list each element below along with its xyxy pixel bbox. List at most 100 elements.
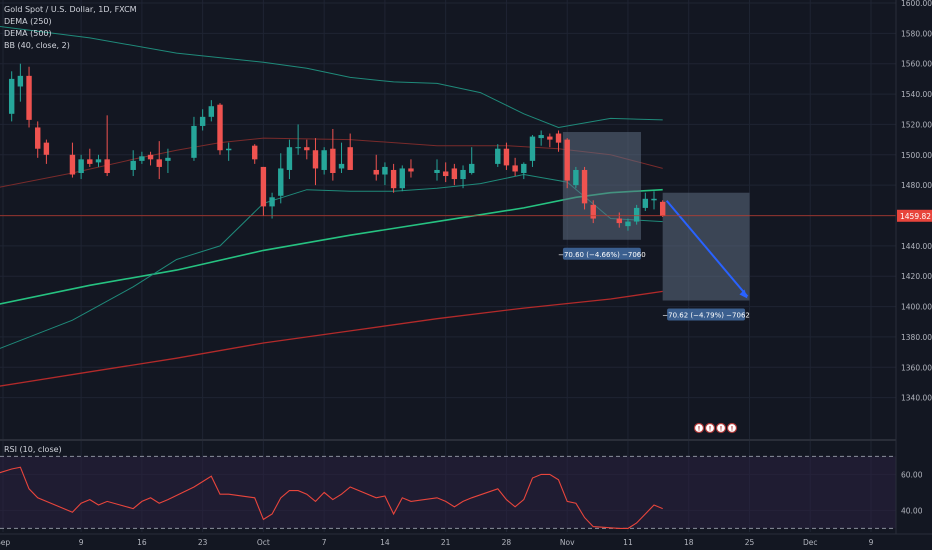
event-marker-label: ! <box>720 426 723 433</box>
price-tick-label: 1600.00 <box>901 0 932 8</box>
candle-body <box>225 148 232 151</box>
candle-body <box>295 147 301 149</box>
price-tick-label: 1440.00 <box>901 242 932 251</box>
time-tick-label: 9 <box>869 538 874 547</box>
indicator-dema-500[interactable]: DEMA (500) <box>4 29 52 38</box>
line-bb_lower <box>0 173 663 349</box>
measurement-arrow <box>665 200 749 298</box>
candle-body <box>451 168 458 180</box>
candle-body <box>512 165 518 172</box>
candle-body <box>521 163 527 173</box>
candle-body <box>633 207 640 222</box>
candle-body <box>659 201 666 216</box>
price-tick-label: 1560.00 <box>901 60 932 69</box>
time-tick-label: 11 <box>623 538 633 547</box>
time-axis-panel <box>0 534 932 550</box>
candle-body <box>547 136 553 140</box>
price-tick-label: 1500.00 <box>901 151 932 160</box>
indicator-bb[interactable]: BB (40, close, 2) <box>4 41 70 50</box>
line-dema500 <box>0 290 663 387</box>
time-tick-label: 23 <box>198 538 208 547</box>
event-marker-label: ! <box>698 426 701 433</box>
time-tick-label: 28 <box>502 538 512 547</box>
candle-body <box>269 197 275 207</box>
candle-body <box>35 127 41 149</box>
candles <box>8 63 666 231</box>
measurement-labels[interactable]: −70.60 (−4.66%) −7060 −70.62 (−4.79%) −70… <box>558 247 750 321</box>
candle-body <box>321 150 327 170</box>
candle-body <box>642 198 649 208</box>
candle-body <box>69 154 76 175</box>
candle-body <box>442 171 449 177</box>
candle-body <box>555 133 562 143</box>
measurement-label-bg-1 <box>562 247 641 260</box>
candle-body <box>651 198 657 201</box>
price-tick-label: 1420.00 <box>901 272 932 281</box>
candle-body <box>408 168 414 172</box>
rsi-tick-label: 40.00 <box>901 506 923 515</box>
time-tick-label: 9 <box>79 538 84 547</box>
candle-body <box>564 139 570 181</box>
candle-body <box>373 169 379 175</box>
candle-body <box>8 78 15 114</box>
price-tick-label: 1380.00 <box>901 333 932 342</box>
price-tick-label: 1540.00 <box>901 90 932 99</box>
time-tick-label: Dec <box>803 538 818 547</box>
candle-body <box>625 221 631 227</box>
rsi-line <box>0 466 663 529</box>
last-price-label: 1459.82 <box>900 212 931 221</box>
candle-body <box>347 147 353 170</box>
price-tick-label: 1580.00 <box>901 29 932 38</box>
time-tick-label: 14 <box>380 538 390 547</box>
indicator-dema-250[interactable]: DEMA (250) <box>4 17 52 26</box>
measurement-boxes[interactable] <box>562 132 750 301</box>
candle-body <box>503 148 510 166</box>
candle-body <box>590 204 596 219</box>
rsi-tick-label: 60.00 <box>901 470 923 479</box>
rsi-label: RSI (10, close) <box>4 445 62 454</box>
candle-body <box>252 145 258 160</box>
candle-body <box>199 116 206 126</box>
candle-body <box>460 169 466 180</box>
time-tick-label: 25 <box>745 538 755 547</box>
candle-body <box>104 159 110 173</box>
measurement-label-1: −70.60 (−4.66%) −7060 <box>558 251 646 259</box>
candle-body <box>43 142 50 155</box>
time-tick-label: 7 <box>322 538 327 547</box>
candle-body <box>390 169 397 189</box>
price-tick-label: 1340.00 <box>901 394 932 403</box>
time-tick-label: Sep <box>0 538 10 547</box>
price-tick-label: 1400.00 <box>901 303 932 312</box>
event-marker[interactable] <box>704 422 716 434</box>
candle-body <box>208 106 215 117</box>
candle-body <box>191 125 197 158</box>
candle-body <box>573 169 579 186</box>
measurement-label-bg-2 <box>667 308 746 321</box>
candle-body <box>278 168 284 196</box>
candle-body <box>304 147 310 151</box>
candle-body <box>139 156 145 161</box>
candle-body <box>529 136 536 161</box>
event-marker[interactable] <box>726 422 738 434</box>
candle-body <box>130 160 136 170</box>
time-tick-label: 16 <box>137 538 147 547</box>
candle-body <box>17 75 24 87</box>
price-tick-label: 1480.00 <box>901 181 932 190</box>
candle-body <box>538 135 544 139</box>
last-price-label-bg <box>897 209 932 222</box>
event-markers[interactable]: !!!! <box>693 422 738 434</box>
candle-body <box>156 159 162 167</box>
rsi-pane: RSI (10, close) <box>0 445 663 529</box>
candle-body <box>87 159 93 164</box>
chart-legend: Gold Spot / U.S. Dollar, 1D, FXCM DEMA (… <box>4 4 137 52</box>
candle-body <box>581 169 588 204</box>
candle-body <box>260 166 267 207</box>
event-marker[interactable] <box>715 422 727 434</box>
event-marker[interactable] <box>693 422 705 434</box>
symbol-title[interactable]: Gold Spot / U.S. Dollar, 1D, FXCM <box>4 5 137 14</box>
candle-body <box>434 169 440 173</box>
candle-body <box>382 166 388 175</box>
candle-body <box>338 163 345 169</box>
candle-body <box>312 150 319 169</box>
